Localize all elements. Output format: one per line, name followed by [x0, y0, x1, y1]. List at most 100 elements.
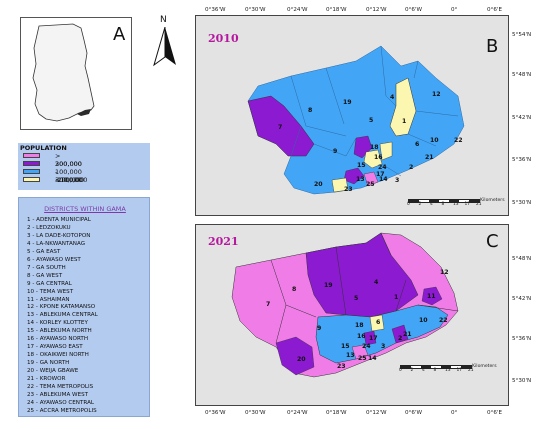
longitude-label: 0°6'E	[487, 7, 502, 13]
district-number-label: 8	[308, 107, 313, 114]
map-panel-2021: 2021 C 12 7 8 19 5 4 1 11 9 18 6 10 22 15 16 17 24 3 21 2 14…	[195, 224, 509, 406]
district-number-label: 6	[415, 141, 420, 148]
district-number-label: 3	[395, 177, 400, 184]
longitude-label: 0°6'W	[405, 410, 422, 416]
longitude-label: 0°12'W	[366, 410, 387, 416]
district-number-label: 24	[362, 343, 371, 350]
legend-swatch-yellow	[23, 177, 40, 182]
districts-title: DISTRICTS WITHIN GAMA	[44, 205, 126, 213]
district-number-label: 12	[440, 269, 449, 276]
district-item: 16 - AYAWASO NORTH	[27, 336, 89, 343]
scale-tick: 13	[445, 368, 451, 373]
district-number-label: 14	[379, 176, 388, 183]
scale-bar-2021: 0 2 4 8 13 17 21 Kilometers	[399, 364, 497, 377]
district-item: 22 - TEMA METROPOLIS	[27, 383, 94, 390]
latitude-label: 5°36'N	[512, 336, 532, 342]
districts-list: DISTRICTS WITHIN GAMA 1 - ADENTA MUNICIP…	[18, 197, 150, 417]
district-number-label: 1	[394, 294, 399, 301]
district-boundaries-2021	[270, 232, 459, 344]
latitude-label: 5°36'N	[512, 157, 532, 163]
legend-label: 200,000 - 300,000	[55, 160, 82, 184]
longitude-label: 0°36'W	[205, 7, 226, 13]
district-item: 20 - WEIJA GBAWE	[27, 368, 79, 375]
district-6-2021	[369, 314, 385, 332]
district-number-label: 10	[430, 137, 439, 144]
latitude-label: 5°30'N	[512, 378, 532, 384]
longitude-label: 0°	[451, 410, 458, 416]
district-number-label: 21	[403, 331, 412, 338]
district-item: 2 - LEDZOKUKU	[27, 224, 71, 231]
scale-tick: 13	[453, 202, 459, 207]
district-number-label: 12	[432, 91, 441, 98]
district-item: 23 - ABLEKUMA WEST	[27, 391, 89, 398]
district-23-2010	[331, 177, 349, 193]
legend-title: POPULATION	[20, 144, 67, 152]
year-label-2021: 2021	[208, 235, 239, 248]
district-item: 10 - TEMA WEST	[27, 288, 74, 295]
district-2b-2021	[391, 324, 409, 344]
district-number-label: 5	[354, 295, 359, 302]
district-number-label: 17	[376, 171, 385, 178]
district-number-label: 18	[355, 322, 364, 329]
legend-label: > 300,000	[55, 152, 82, 168]
district-number-label: 15	[341, 343, 350, 350]
north-arrow: N	[150, 15, 180, 70]
map-2010-svg	[247, 45, 465, 195]
district-number-label: 6	[376, 319, 381, 326]
district-item: 15 - ABLEKUMA NORTH	[27, 328, 92, 335]
longitude-label: 0°24'W	[287, 410, 308, 416]
longitude-label: 0°30'W	[245, 410, 266, 416]
scale-tick: 0	[399, 368, 402, 373]
longitude-label: 0°18'W	[326, 410, 347, 416]
legend-label: <100,000	[55, 176, 88, 184]
district-7-2010	[247, 95, 315, 157]
district-item: 18 - OKAIKWEI NORTH	[27, 352, 89, 359]
district-number-label: 17	[369, 335, 378, 342]
district-boundaries-2010	[290, 45, 459, 177]
district-item: 14 - KORLEY KLOTTEY	[27, 320, 88, 327]
ghana-outline-map	[32, 23, 95, 122]
district-number-label: 3	[381, 343, 386, 350]
scale-tick: 4	[430, 202, 433, 207]
district-16-2010	[363, 149, 383, 169]
district-number-label: 7	[278, 124, 283, 131]
panel-c-letter: C	[486, 231, 499, 252]
longitude-label: 0°12'W	[366, 7, 387, 13]
district-number-label: 16	[374, 154, 383, 161]
district-number-label: 25	[366, 181, 375, 188]
legend-swatch-blue	[23, 169, 40, 174]
scale-bar-graphic	[408, 199, 480, 203]
district-number-label: 4	[390, 94, 395, 101]
ghana-inset-panel: A	[20, 17, 132, 130]
district-number-label: 2	[398, 335, 403, 342]
panel-a-letter: A	[113, 24, 126, 45]
district-item: 3 - LA DADE-KOTOPON	[27, 232, 91, 239]
latitude-label: 5°48'N	[512, 72, 532, 78]
scale-tick: 21	[468, 368, 474, 373]
scale-unit: Kilometers	[472, 364, 497, 369]
district-number-label: 8	[292, 286, 297, 293]
district-19-5-4-2021	[305, 232, 419, 318]
legend-swatch-pink	[23, 153, 40, 158]
district-number-label: 5	[369, 117, 374, 124]
district-item: 13 - ABLEKUMA CENTRAL	[27, 312, 98, 319]
district-20-2021	[275, 336, 315, 376]
year-label-2010: 2010	[208, 32, 239, 45]
longitude-label: 0°	[451, 7, 458, 13]
population-legend: POPULATION > 300,000 200,000 - 300,000 1…	[18, 143, 150, 190]
gama-location	[77, 109, 91, 116]
panel-b-letter: B	[486, 36, 499, 57]
scale-tick: 8	[441, 202, 445, 207]
district-number-label: 13	[346, 352, 355, 359]
district-number-label: 23	[337, 363, 346, 370]
district-item: 21 - KROWOR	[27, 376, 66, 382]
district-number-label: 2	[409, 164, 414, 171]
north-arrow-icon	[153, 27, 176, 67]
map-panel-2010: 2010 B 7 8 19 4 12 5 1 9 18 6 2 10 22 15 16 24 17 3 21 20 14…	[195, 15, 509, 216]
scale-tick: 17	[456, 368, 463, 373]
district-number-label: 22	[454, 137, 463, 144]
latitude-label: 5°30'N	[512, 200, 532, 206]
core-blue-2021	[315, 304, 449, 364]
district-number-label: 15	[357, 162, 366, 169]
scale-tick: 8	[433, 368, 437, 373]
